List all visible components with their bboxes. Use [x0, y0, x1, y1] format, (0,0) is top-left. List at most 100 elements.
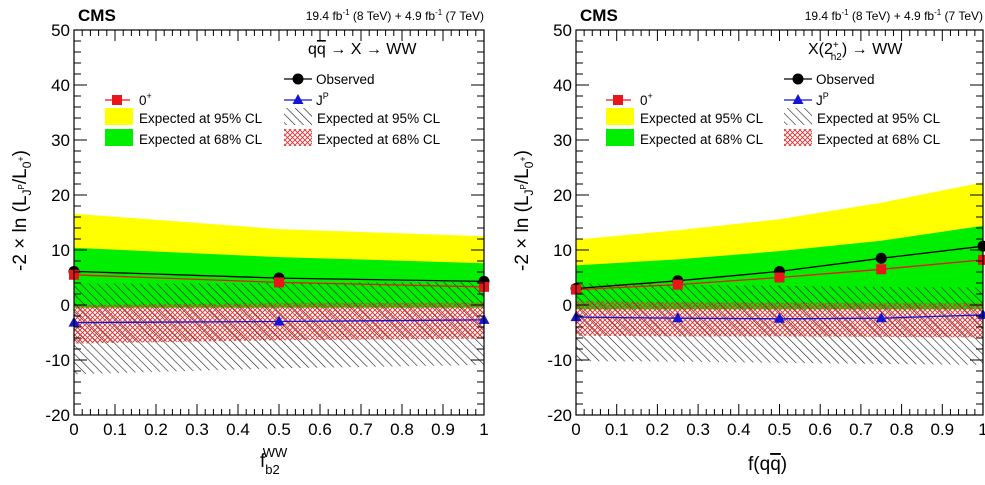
lumi-part: (8 TeV) + 4.9 fb [350, 9, 436, 23]
x-tick-label: 0.3 [185, 420, 209, 439]
x-tick-label: 0.5 [768, 420, 792, 439]
x-label-part: f(q [748, 454, 770, 475]
x-tick-label: 0.8 [890, 420, 914, 439]
y-label-part: /L [10, 168, 31, 184]
process-label: qq → X → WW [308, 41, 417, 58]
legend-null-text: 0 [139, 93, 147, 108]
null-hypothesis-point [774, 272, 785, 283]
legend-null-95-swatch [606, 108, 634, 125]
legend-alt-marker [292, 94, 304, 104]
plot-area [74, 213, 484, 375]
y-label-subsup: + [518, 156, 528, 161]
x-tick-label: 0.2 [646, 420, 670, 439]
x-tick-label: 0.3 [686, 420, 710, 439]
null-hypothesis-point [672, 279, 683, 290]
y-tick-label: -10 [547, 351, 572, 370]
y-tick-label: -10 [45, 351, 70, 370]
legend-alt-text: J [316, 93, 323, 108]
x-label-part: f [260, 451, 266, 472]
y-tick-label: 10 [553, 241, 572, 260]
y-tick-label: -20 [45, 406, 70, 425]
x-tick-label: 0.9 [431, 420, 455, 439]
process-label: X(2+ h2) → WW [808, 40, 903, 63]
x-tick-label: 0 [571, 420, 580, 439]
x-tick-label: 0.1 [605, 420, 629, 439]
y-tick-label: 50 [553, 21, 572, 40]
y-tick-label: 40 [51, 76, 70, 95]
legend-null-label: 0+ [139, 91, 152, 108]
x-tick-label: 1 [978, 420, 985, 439]
alt-hypothesis-point [875, 312, 887, 323]
x-label-sup: WW [263, 445, 288, 460]
lumi-part: 19.4 fb [805, 9, 842, 23]
y-axis-label: -2 × ln (LJP/L0+) [512, 150, 536, 271]
legend-alt-sup: P [823, 91, 829, 101]
x-label-qbar: q [770, 454, 781, 475]
lumi-sup: -1 [342, 8, 350, 17]
legend-null-marker [112, 95, 122, 105]
y-label-sub: J [20, 189, 34, 195]
y-label-part: -2 × ln (L [512, 195, 533, 271]
x-tick-label: 0.7 [349, 420, 373, 439]
x-tick-label: 0.4 [226, 420, 250, 439]
x-tick-label: 0.9 [930, 420, 954, 439]
legend-null-text: 0 [640, 93, 648, 108]
legend-alt-95-label: Expected at 95% CL [817, 111, 941, 126]
y-label-part: ) [512, 150, 533, 156]
legend-null-marker [613, 95, 623, 105]
y-tick-label: 30 [51, 131, 70, 150]
y-label-subsup: + [16, 156, 26, 161]
lumi-part: 19.4 fb [306, 9, 343, 23]
process-part: X(2 [808, 41, 833, 58]
legend-alt-sup: P [323, 91, 329, 101]
legend-alt-68-label: Expected at 68% CL [817, 132, 941, 147]
lumi-part: (7 TeV) [442, 9, 484, 23]
luminosity-label: 19.4 fb-1 (8 TeV) + 4.9 fb-1 (7 TeV) [306, 8, 484, 23]
legend-null-sup: + [147, 91, 152, 101]
y-tick-label: 40 [553, 76, 572, 95]
legend-null-95-label: Expected at 95% CL [640, 111, 764, 126]
process-part: ) → WW [842, 41, 903, 58]
legend-null-68-swatch [606, 129, 634, 146]
process-sup: + [833, 40, 839, 51]
legend-alt-95-swatch [784, 108, 812, 125]
process-part: q [308, 41, 317, 58]
legend-observed-label: Observed [316, 72, 375, 87]
legend-alt-68-swatch [284, 129, 312, 146]
x-tick-label: 0.6 [808, 420, 832, 439]
legend-observed-label: Observed [816, 72, 875, 87]
y-tick-label: 0 [563, 296, 572, 315]
left-panel: 0 0.1 0.2 0.3 0.4 0.5 0.6 0.7 0.8 0.9 1-20-1001020… [10, 6, 490, 477]
x-tick-label: 0.8 [390, 420, 414, 439]
alt-hypothesis-point [273, 315, 285, 326]
y-label-sub: J [522, 189, 536, 195]
y-tick-label: 50 [51, 21, 70, 40]
legend-null-68-swatch [105, 129, 133, 146]
y-label-sub: 0 [522, 161, 536, 168]
legend-alt-95-swatch [284, 108, 312, 125]
legend-observed-marker [292, 73, 304, 85]
y-tick-label: 0 [61, 296, 70, 315]
y-tick-label: 30 [553, 131, 572, 150]
y-tick-label: 20 [51, 186, 70, 205]
experiment-label: CMS [580, 6, 618, 25]
y-label-subsup: P [519, 184, 528, 189]
y-label-part: /L [512, 168, 533, 184]
x-tick-label: 0.2 [144, 420, 168, 439]
x-tick-label: 1 [479, 420, 488, 439]
y-label-part: -2 × ln (L [10, 195, 31, 271]
y-tick-label: 20 [553, 186, 572, 205]
legend-null-68-label: Expected at 68% CL [640, 132, 764, 147]
legend-null-95-label: Expected at 95% CL [139, 111, 263, 126]
x-label-part: ) [781, 454, 787, 475]
null-hypothesis-point [274, 277, 284, 288]
legend-alt-68-label: Expected at 68% CL [317, 132, 441, 147]
lumi-sup: -1 [934, 8, 942, 17]
legend-alt-95-label: Expected at 95% CL [317, 111, 441, 126]
x-axis-label: fb2 WW [260, 445, 288, 477]
y-label-part: ) [10, 150, 31, 156]
lumi-sup: -1 [841, 8, 849, 17]
alt-hypothesis-point [774, 312, 785, 323]
x-axis-label: f(qq) [748, 454, 787, 475]
